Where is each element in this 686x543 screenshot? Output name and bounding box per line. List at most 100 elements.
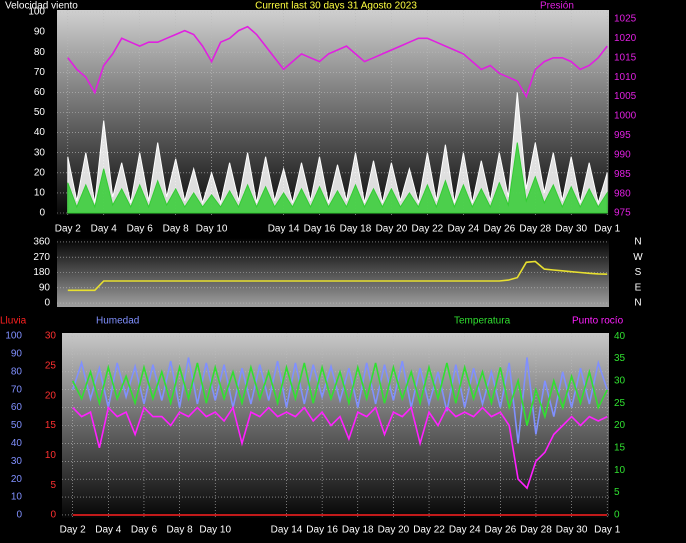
x-tick-label: Day 30 (555, 224, 587, 235)
y2-tick-label: 1000 (614, 111, 637, 122)
y-tick-label: 30 (11, 456, 23, 467)
y2-tick-label: 990 (614, 149, 631, 160)
y-tick-label: 70 (34, 67, 46, 78)
series-area (67, 142, 608, 214)
y2-tick-label: 980 (614, 188, 631, 199)
y2-tick-label: S (635, 267, 642, 278)
y2-tick-label: 5 (614, 487, 620, 498)
x-tick-label: Day 8 (167, 525, 194, 536)
y-tick-label: 90 (11, 349, 23, 360)
y-tick-label: 80 (11, 366, 23, 377)
y-tick-label: 10 (11, 492, 23, 503)
x-tick-label: Day 18 (342, 525, 374, 536)
x-tick-label: Day 2 (55, 224, 82, 235)
y3-tick-label: 25 (45, 360, 57, 371)
legend-label: Presión (540, 1, 574, 12)
y2-tick-label: W (633, 252, 643, 263)
y-tick-label: 80 (34, 47, 46, 58)
y3-tick-label: 10 (45, 450, 57, 461)
x-tick-label: Day 28 (520, 525, 552, 536)
y2-tick-label: 1025 (614, 14, 637, 25)
y-tick-label: 50 (11, 420, 23, 431)
y2-tick-label: 20 (614, 420, 626, 431)
legend-label: Velocidad viento (5, 1, 78, 12)
y2-tick-label: 35 (614, 353, 626, 364)
series-line (67, 25, 608, 99)
x-tick-label: Day 20 (378, 525, 410, 536)
x-tick-label: Day 28 (519, 224, 551, 235)
x-tick-label: Day 2 (60, 525, 87, 536)
x-tick-label: Day 6 (127, 224, 154, 235)
y-tick-label: 0 (39, 208, 45, 219)
y2-tick-label: 30 (614, 375, 626, 386)
y2-tick-label: 1015 (614, 52, 637, 63)
y2-tick-label: E (635, 282, 642, 293)
y2-tick-label: 975 (614, 208, 631, 219)
y-tick-label: 40 (11, 438, 23, 449)
y-tick-label: 360 (33, 237, 50, 248)
x-tick-label: Day 16 (304, 224, 336, 235)
series-line (67, 260, 608, 292)
x-tick-label: Day 26 (484, 525, 516, 536)
y2-tick-label: 15 (614, 442, 626, 453)
x-tick-label: Day 26 (483, 224, 515, 235)
legend-label: Humedad (96, 316, 139, 327)
y2-tick-label: N (634, 298, 641, 309)
y2-tick-label: 1020 (614, 33, 637, 44)
y-tick-label: 60 (11, 402, 23, 413)
y-tick-label: 0 (44, 298, 50, 309)
y-tick-label: 180 (33, 267, 50, 278)
y-tick-label: 0 (16, 510, 22, 521)
y2-tick-label: 985 (614, 169, 631, 180)
y3-tick-label: 15 (45, 420, 57, 431)
y2-tick-label: 1010 (614, 72, 637, 83)
y3-tick-label: 0 (50, 510, 56, 521)
y2-tick-label: 0 (614, 510, 620, 521)
x-tick-label: Day 24 (448, 224, 480, 235)
legend-label: Punto rocío (572, 316, 624, 327)
x-tick-label: Day 14 (268, 224, 300, 235)
y3-tick-label: 30 (45, 331, 57, 342)
x-tick-label: Day 30 (556, 525, 588, 536)
x-tick-label: Day 10 (199, 525, 231, 536)
y-tick-label: 30 (34, 147, 46, 158)
y-tick-label: 10 (34, 188, 46, 199)
y-tick-label: 60 (34, 87, 46, 98)
y3-tick-label: 5 (50, 480, 56, 491)
series-line (71, 362, 608, 426)
y-tick-label: 70 (11, 384, 23, 395)
x-tick-label: Day 1 (594, 224, 621, 235)
y-tick-label: 40 (34, 127, 46, 138)
y-tick-label: 50 (34, 107, 46, 118)
y2-tick-label: 995 (614, 130, 631, 141)
y-tick-label: 90 (39, 282, 51, 293)
legend-label: Lluvia (0, 316, 27, 327)
x-tick-label: Day 10 (196, 224, 228, 235)
y-tick-label: 20 (34, 167, 46, 178)
y2-tick-label: 1005 (614, 91, 637, 102)
x-tick-label: Day 6 (131, 525, 158, 536)
y3-tick-label: 20 (45, 390, 57, 401)
x-tick-label: Day 1 (594, 525, 621, 536)
y2-tick-label: 40 (614, 331, 626, 342)
y-tick-label: 270 (33, 252, 50, 263)
y-tick-label: 20 (11, 474, 23, 485)
legend-label: Temperatura (454, 316, 511, 327)
x-tick-label: Day 4 (91, 224, 118, 235)
x-tick-label: Day 18 (340, 224, 372, 235)
y2-tick-label: 25 (614, 398, 626, 409)
x-tick-label: Day 4 (95, 525, 122, 536)
x-tick-label: Day 20 (376, 224, 408, 235)
x-tick-label: Day 8 (163, 224, 190, 235)
x-tick-label: Day 16 (306, 525, 338, 536)
y-tick-label: 100 (28, 7, 45, 18)
series-line (71, 357, 608, 444)
chart-title: Current last 30 days 31 Agosto 2023 (255, 1, 417, 12)
x-tick-label: Day 22 (412, 224, 444, 235)
series-line (72, 405, 608, 490)
y2-tick-label: N (634, 237, 641, 248)
x-tick-label: Day 24 (449, 525, 481, 536)
y-tick-label: 100 (5, 331, 22, 342)
y-tick-label: 90 (34, 27, 46, 38)
